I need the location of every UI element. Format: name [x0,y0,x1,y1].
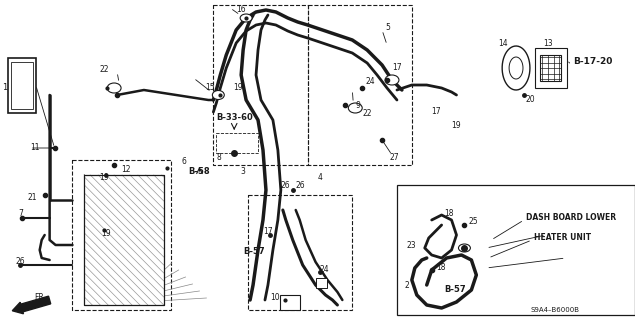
Text: B-33-60: B-33-60 [216,114,253,122]
Ellipse shape [458,244,470,252]
Bar [280,295,300,310]
Text: 24: 24 [365,78,375,86]
Text: 13: 13 [543,39,552,48]
Text: 26: 26 [296,181,305,189]
Ellipse shape [212,91,224,100]
Text: S9A4–B6000B: S9A4–B6000B [531,307,580,313]
Text: 2: 2 [405,280,410,290]
Text: 22: 22 [362,108,372,117]
Text: 6: 6 [182,158,186,167]
Text: 23: 23 [407,241,417,249]
Text: 18: 18 [445,209,454,218]
Text: 19: 19 [452,121,461,130]
Text: 26: 26 [281,181,291,189]
Bar [84,175,164,305]
Ellipse shape [385,75,399,85]
Bar [248,195,352,310]
Ellipse shape [107,83,121,93]
Text: B-17-20: B-17-20 [573,57,613,66]
Text: 3: 3 [240,167,245,176]
Text: B-58: B-58 [189,167,210,176]
Bar [216,133,258,153]
Text: 17: 17 [432,108,442,116]
Text: 16: 16 [236,5,246,14]
Text: 26: 26 [16,257,26,266]
Text: 7: 7 [18,209,23,218]
Text: 24: 24 [319,265,329,275]
Bar [397,185,635,315]
Bar [308,5,412,165]
Text: 20: 20 [526,95,536,105]
Text: 19: 19 [233,84,243,93]
Text: HEATER UNIT: HEATER UNIT [534,234,591,242]
Text: FR.: FR. [35,293,47,302]
Text: 9: 9 [355,100,360,109]
Text: 11: 11 [30,144,39,152]
Text: 17: 17 [263,227,273,236]
Text: 27: 27 [389,153,399,162]
Text: 5: 5 [385,24,390,33]
Text: 12: 12 [121,166,131,174]
Text: B-57: B-57 [243,248,265,256]
Bar [72,160,171,310]
Text: 15: 15 [205,84,215,93]
Text: 18: 18 [436,263,446,272]
Ellipse shape [240,14,252,22]
Text: B-57: B-57 [445,286,466,294]
Ellipse shape [348,103,362,113]
Text: 8: 8 [216,153,221,162]
Bar [84,175,164,305]
Bar [8,58,36,113]
Text: 21: 21 [28,194,37,203]
Text: DASH BOARD LOWER: DASH BOARD LOWER [526,213,616,222]
Text: 25: 25 [468,218,478,226]
FancyArrow shape [12,296,51,314]
Bar [84,175,164,305]
Text: 19: 19 [99,174,109,182]
Bar [213,5,308,165]
Text: 22: 22 [99,65,109,75]
Bar [11,62,33,109]
Bar [316,278,328,288]
Text: 4: 4 [317,174,323,182]
Text: 10: 10 [270,293,280,302]
Text: 1: 1 [2,84,7,93]
Text: 19: 19 [101,228,111,238]
Text: 17: 17 [392,63,402,72]
Text: 14: 14 [498,39,508,48]
